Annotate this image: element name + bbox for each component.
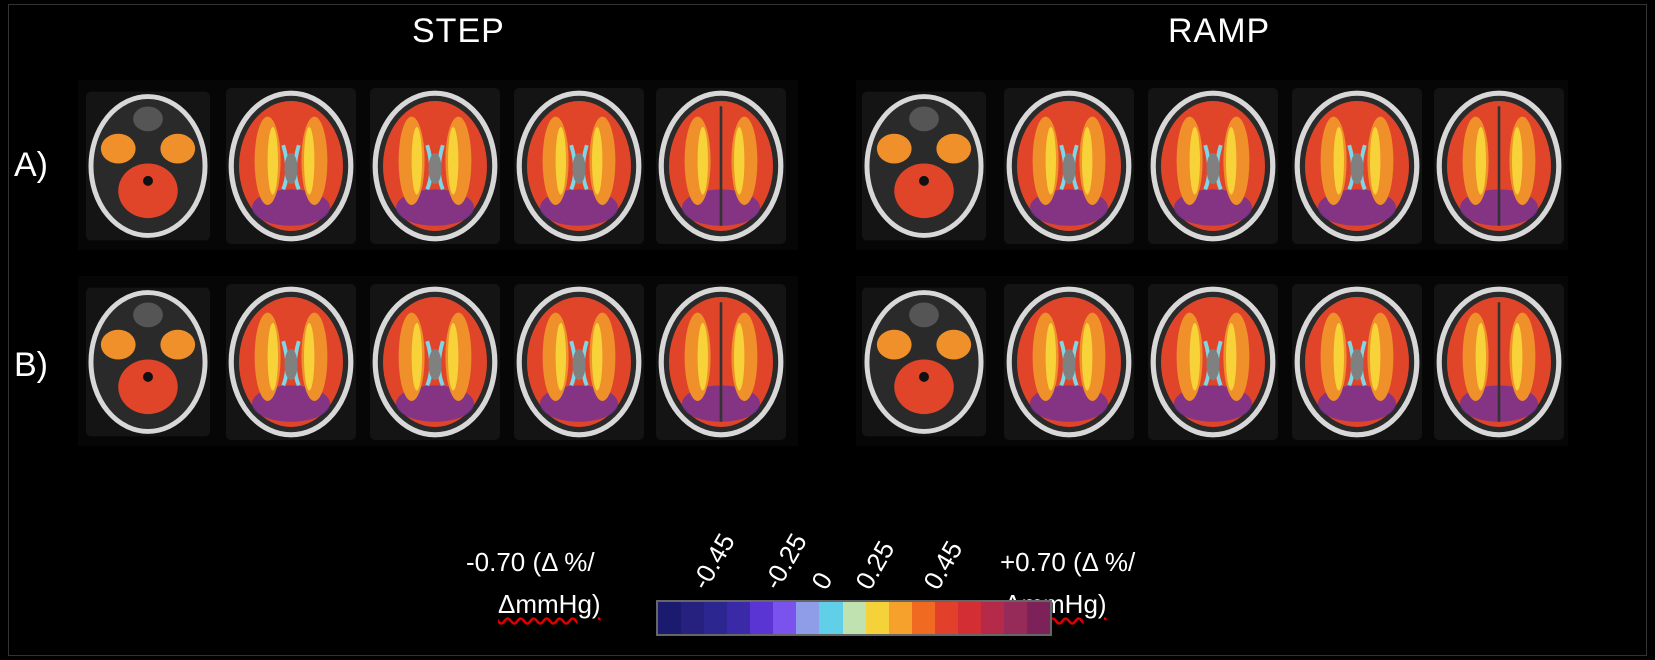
colorbar-segment (888, 602, 912, 634)
brain-slice (226, 284, 356, 440)
brain-slice (1292, 88, 1422, 244)
step-title: STEP (412, 12, 505, 50)
colorbar-min-label-2: ΔmmHg) (498, 586, 601, 622)
brain-slice (370, 284, 500, 440)
colorbar-segment (842, 602, 866, 634)
colorbar-max-label-1: +0.70 (Δ %/ (1000, 544, 1135, 580)
brain-slice (1148, 88, 1278, 244)
brain-slice (226, 88, 356, 244)
colorbar-segment (1027, 602, 1051, 634)
brain-slice (1004, 284, 1134, 440)
colorbar-segment (980, 602, 1004, 634)
brain-slice (656, 284, 786, 440)
brain-slice (514, 88, 644, 244)
colorbar-segment (681, 602, 705, 634)
brain-slice (656, 88, 786, 244)
colorbar-segment (1003, 602, 1027, 634)
colorbar-segment (911, 602, 935, 634)
colorbar-segment (704, 602, 728, 634)
colorbar-segment (934, 602, 958, 634)
colorbar-min-text-1: -0.70 (Δ %/ (466, 547, 595, 577)
colorbar-segment (957, 602, 981, 634)
colorbar-min-label-1: -0.70 (Δ %/ (466, 544, 595, 580)
colorbar-segment (865, 602, 889, 634)
brain-slice (862, 91, 986, 241)
colorbar-segment (750, 602, 774, 634)
brain-slice (1292, 284, 1422, 440)
colorbar-segment (819, 602, 843, 634)
brain-slice (86, 287, 210, 437)
brain-slice (514, 284, 644, 440)
row-label-a: A) (14, 146, 48, 184)
brain-slice (1434, 88, 1564, 244)
figure-frame (8, 4, 1647, 656)
brain-slice (862, 287, 986, 437)
brain-slice (86, 91, 210, 241)
brain-slice (1434, 284, 1564, 440)
colorbar-segment (658, 602, 682, 634)
colorbar-segment (727, 602, 751, 634)
colorbar: -0.45 -0.25 0 0.25 0.45 (656, 528, 1052, 636)
brain-slice (1004, 88, 1134, 244)
colorbar-max-text-1: +0.70 (Δ %/ (1000, 547, 1136, 577)
ramp-title: RAMP (1168, 12, 1271, 50)
colorbar-gradient (656, 600, 1052, 636)
brain-slice (1148, 284, 1278, 440)
brain-slice (370, 88, 500, 244)
colorbar-min-text-2: ΔmmHg) (498, 589, 601, 619)
colorbar-segment (796, 602, 820, 634)
row-label-b: B) (14, 346, 48, 384)
colorbar-segment (773, 602, 797, 634)
